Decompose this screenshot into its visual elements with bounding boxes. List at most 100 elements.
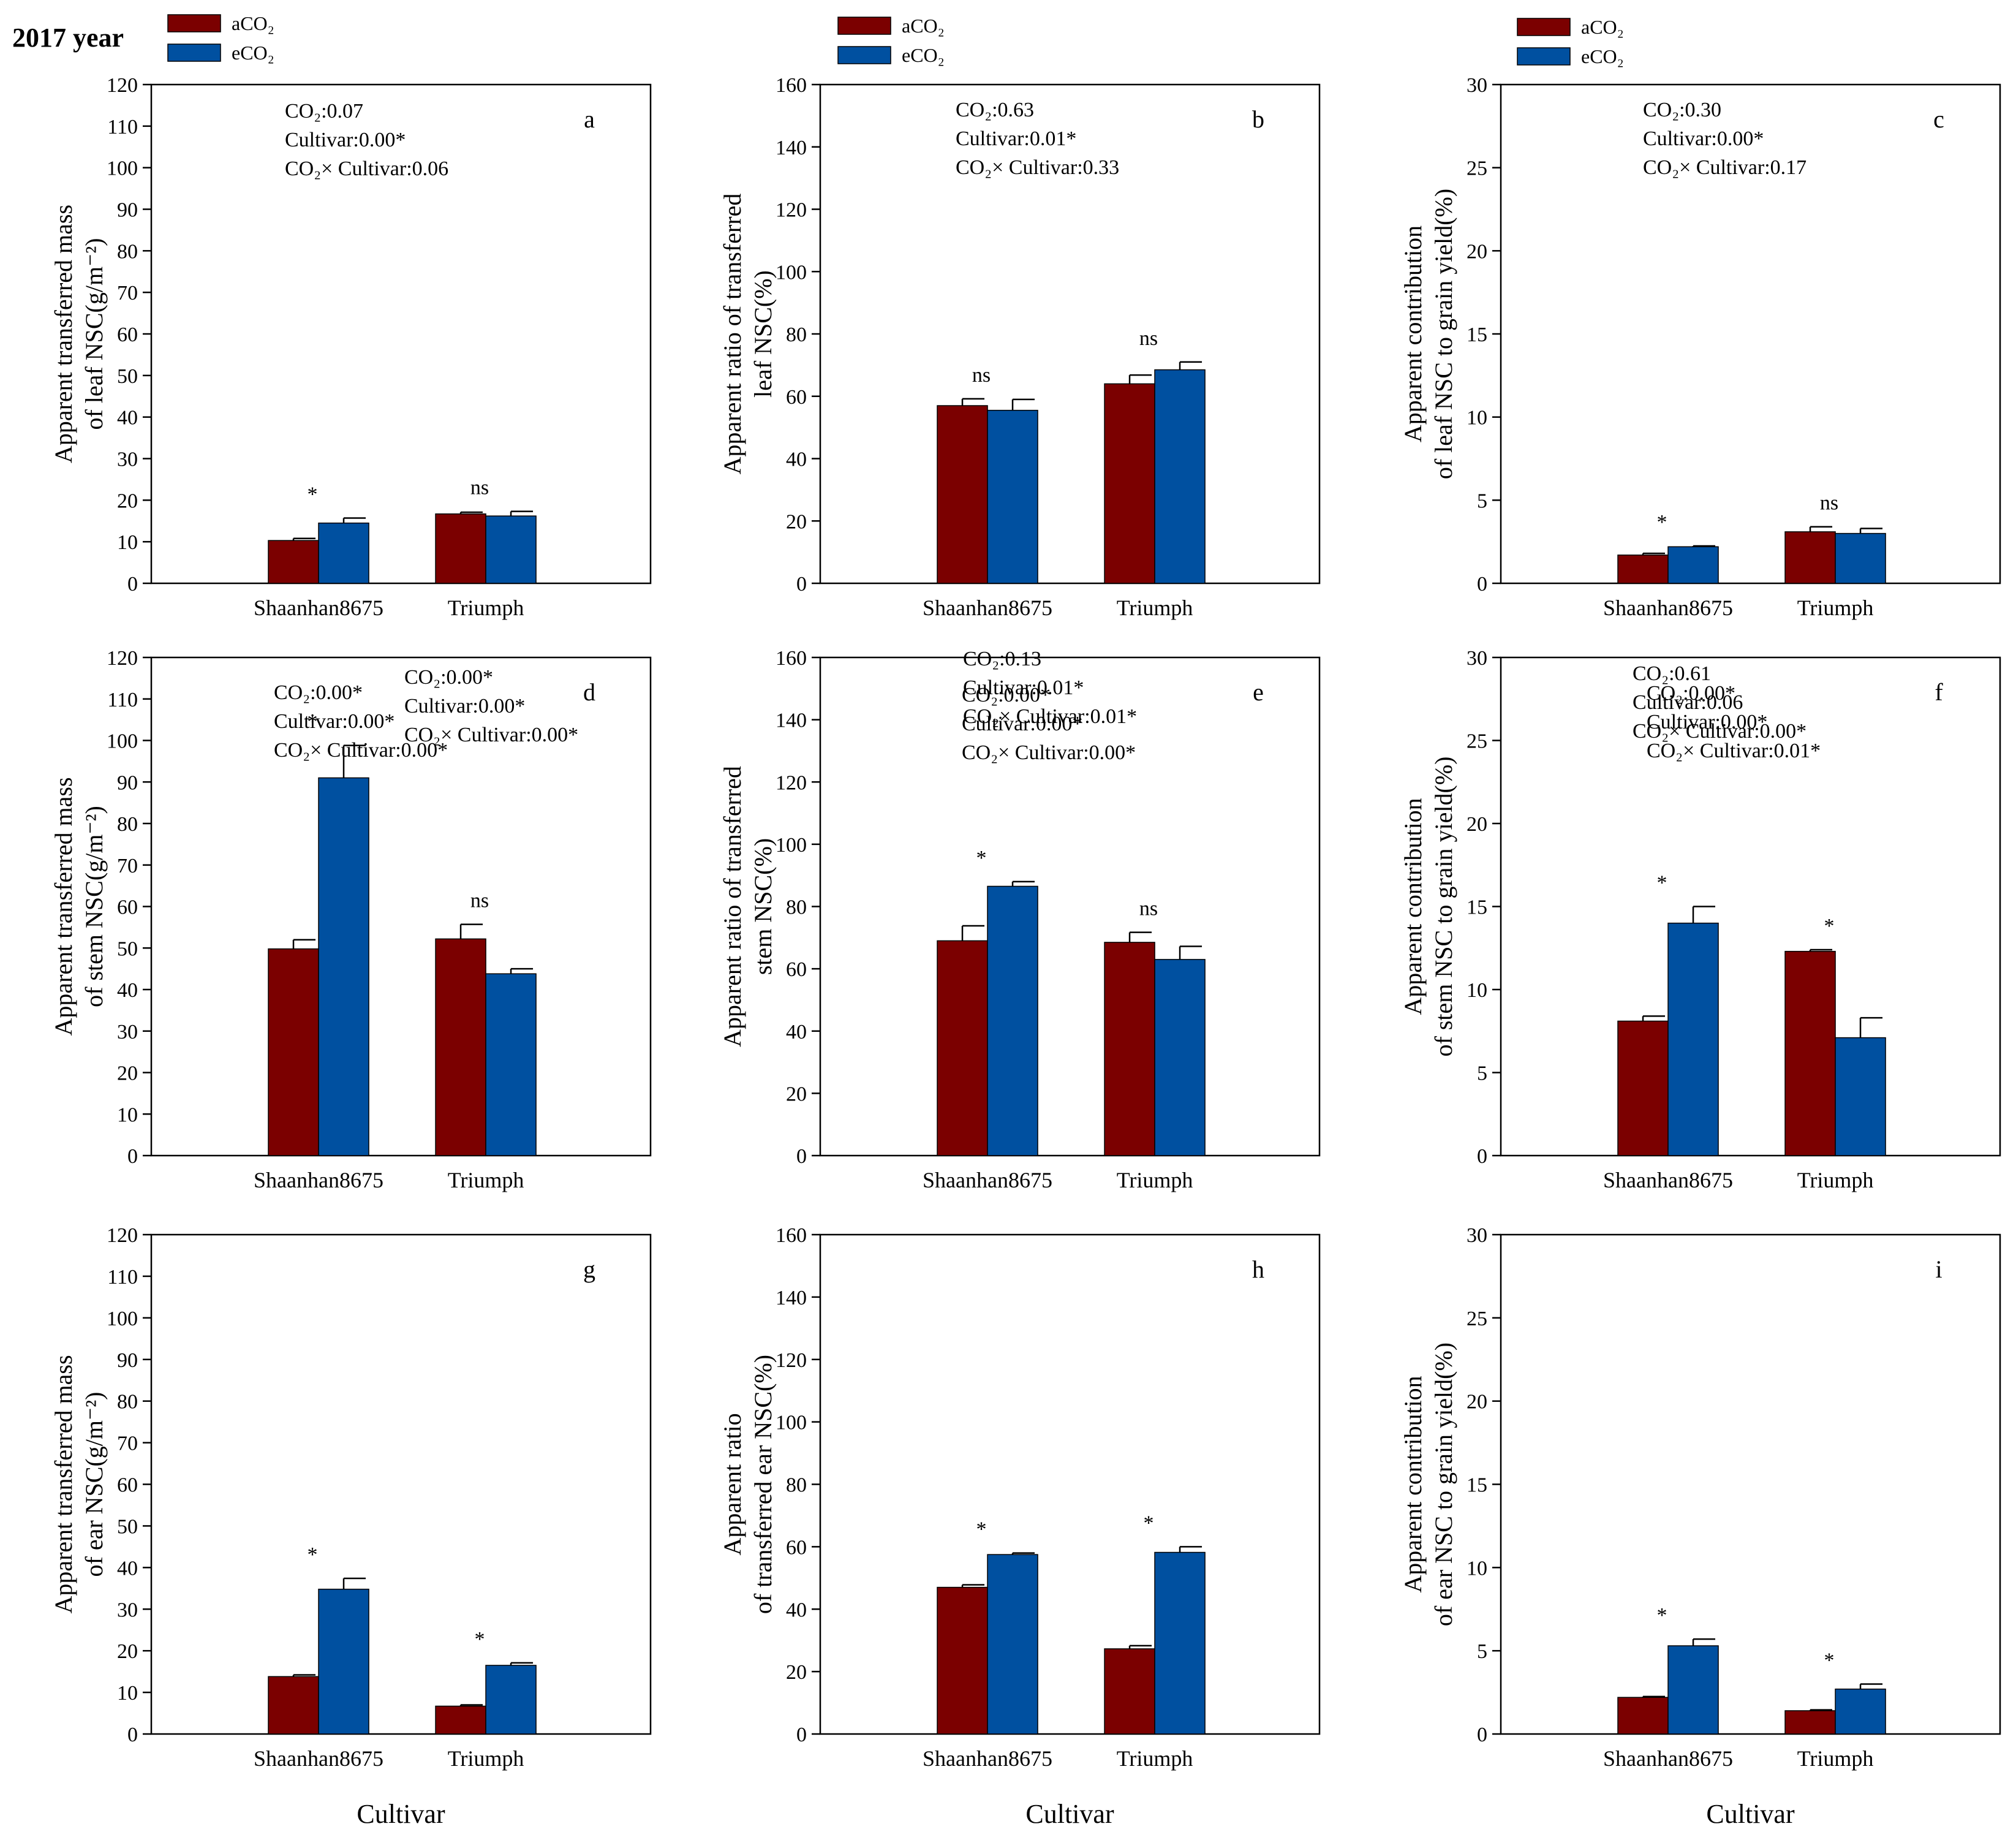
panel-letter: h	[1252, 1255, 1264, 1283]
significance-label: *	[475, 1628, 485, 1651]
bar-eco2	[1667, 1645, 1719, 1735]
y-tick-label: 30	[1467, 74, 1487, 97]
y-tick-label: 60	[786, 1536, 807, 1559]
bar-aco2	[1104, 1648, 1155, 1735]
bar-aco2	[1104, 383, 1155, 584]
y-tick-label: 50	[117, 1515, 138, 1538]
plot-frame	[819, 1233, 1321, 1735]
bar-aco2	[268, 540, 319, 584]
y-tick-label: 160	[776, 647, 807, 670]
y-axis-label-line: Apparent transferred mass	[50, 1355, 77, 1613]
stats-line: CO₂:0.13	[963, 648, 1041, 670]
y-tick-label: 60	[117, 324, 138, 346]
bar-aco2	[1617, 1697, 1669, 1735]
y-tick-label: 20	[1467, 1391, 1487, 1414]
panel-b: 0 20 40 60 80 100 120 140 160 Apparent ratio of t…	[719, 74, 1321, 620]
y-axis-label-line: leaf NSC(%)	[749, 270, 777, 398]
bar-eco2	[318, 1588, 369, 1735]
y-tick-label: 60	[117, 1474, 138, 1497]
y-tick-label: 0	[1477, 1724, 1487, 1746]
y-tick-label: 100	[107, 1308, 138, 1330]
bar-aco2	[1784, 531, 1836, 584]
panel-letter: e	[1253, 678, 1264, 706]
bar-aco2	[435, 513, 486, 584]
panel-letter: c	[1933, 105, 1944, 133]
y-axis-label-line: Apparent contribution	[1399, 798, 1427, 1015]
y-tick-label: 80	[786, 1474, 807, 1497]
y-axis-label-line: stem NSC(%)	[749, 838, 777, 975]
y-tick-label: 90	[117, 199, 138, 222]
bar-eco2	[1154, 369, 1206, 584]
y-axis-label-line: of transferred ear NSC(%)	[749, 1355, 777, 1614]
y-tick-label: 90	[117, 1349, 138, 1372]
significance-label: ns	[470, 477, 489, 499]
y-tick-label: 10	[117, 531, 138, 554]
y-tick-label: 10	[1467, 979, 1487, 1002]
y-axis-label-line: Apparent contribution	[1399, 225, 1427, 442]
x-axis-label: Cultivar	[357, 1799, 445, 1829]
legend-swatch-eCO2	[167, 44, 221, 62]
y-tick-label: 70	[117, 1433, 138, 1455]
x-tick-label: Triumph	[1797, 1168, 1874, 1192]
stats-line: CO₂× Cultivar:0.00*	[962, 741, 1136, 764]
x-tick-label: Shaanhan8675	[1603, 1168, 1733, 1192]
significance-label: ns	[1139, 898, 1158, 920]
legend-swatch-aCO2	[837, 17, 891, 35]
bar-eco2	[1835, 1037, 1886, 1156]
x-tick-label: Triumph	[1117, 1168, 1193, 1192]
bar-eco2	[318, 522, 369, 584]
y-tick-label: 20	[786, 1083, 807, 1105]
y-tick-label: 60	[117, 896, 138, 919]
stats-line: CO₂:0.00*	[274, 681, 363, 704]
y-axis-label: Apparent contribution of stem NSC to grai…	[1399, 757, 1457, 1057]
x-axis-label: Cultivar	[1025, 1799, 1114, 1829]
significance-label: ns	[1820, 492, 1838, 515]
bar-aco2	[937, 1586, 988, 1735]
x-tick-label: Shaanhan8675	[923, 1746, 1052, 1771]
bar-aco2	[268, 948, 319, 1156]
y-tick-label: 110	[107, 1266, 138, 1289]
y-axis-label-line: of leaf NSC(g/m⁻²)	[80, 238, 108, 430]
x-tick-label: Triumph	[448, 596, 524, 620]
bar-eco2	[485, 1665, 537, 1735]
panel-a: 0 10 20 30 40 50 60 70 80 90 100 110 120 Apparent tra…	[50, 74, 652, 620]
y-tick-label: 160	[776, 74, 807, 97]
significance-label: *	[1657, 511, 1667, 534]
bar-aco2	[1784, 1710, 1836, 1735]
stats-line: Cultivar:0.00*	[274, 710, 395, 733]
bar-aco2	[268, 1676, 319, 1735]
y-tick-label: 5	[1477, 1062, 1487, 1085]
y-tick-label: 100	[107, 157, 138, 180]
y-axis-label-line: of ear NSC to grain yield(%)	[1430, 1342, 1457, 1626]
y-axis-label-line: of stem NSC(g/m⁻²)	[80, 806, 108, 1007]
y-axis-label-line: Apparent contribution	[1399, 1376, 1427, 1592]
y-tick-label: 140	[776, 137, 807, 159]
bar-eco2	[485, 515, 537, 584]
x-tick-label: Triumph	[1117, 1746, 1193, 1771]
panel-letter: d	[583, 678, 595, 706]
figure-title: 2017 year	[12, 23, 124, 53]
y-tick-label: 20	[117, 1062, 138, 1085]
panel-letter: i	[1935, 1255, 1942, 1283]
y-tick-label: 20	[117, 490, 138, 512]
stats-line: CO₂× Cultivar:0.06	[285, 157, 448, 180]
legend-label-aCO2: aCO₂	[232, 12, 274, 34]
x-tick-label: Shaanhan8675	[254, 1746, 383, 1771]
bar-aco2	[435, 1705, 486, 1735]
y-tick-label: 10	[117, 1682, 138, 1705]
y-tick-label: 90	[117, 771, 138, 794]
y-tick-label: 0	[1477, 1145, 1487, 1168]
y-tick-label: 100	[776, 1412, 807, 1434]
stats-line: Cultivar:0.01*	[963, 676, 1084, 699]
y-tick-label: 20	[117, 1640, 138, 1663]
y-tick-label: 110	[107, 116, 138, 138]
stats-line: Cultivar:0.00*	[1643, 127, 1764, 150]
stats-line: CO₂:0.30	[1643, 99, 1721, 121]
y-tick-label: 20	[786, 1661, 807, 1684]
plot-frame	[1500, 1233, 2001, 1735]
y-tick-label: 160	[776, 1224, 807, 1247]
legend-swatch-eCO2	[1517, 47, 1571, 66]
plot-frame	[150, 1233, 652, 1735]
